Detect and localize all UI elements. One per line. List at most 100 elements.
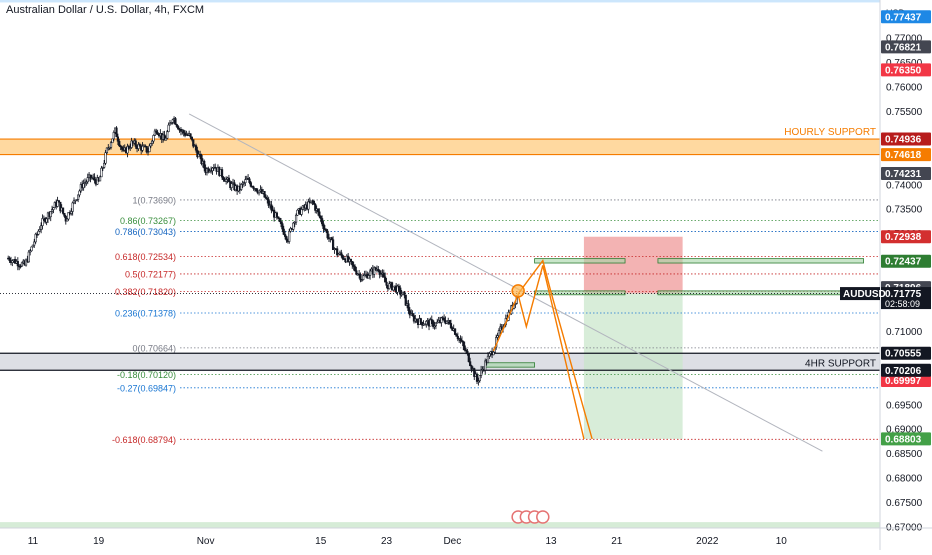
top-blue-zone xyxy=(0,0,880,3)
candle-body xyxy=(312,200,315,205)
candle-body xyxy=(337,253,340,256)
support-label: 4HR SUPPORT xyxy=(805,358,876,369)
fib-level-label: -0.27(0.69847) xyxy=(117,383,176,393)
candle-body xyxy=(145,146,148,153)
candle-body xyxy=(38,229,41,232)
price-axis-label-tag xyxy=(881,254,931,268)
x-tick-label: 15 xyxy=(315,536,327,547)
y-tick-label: 0.68500 xyxy=(886,449,923,460)
candle-body xyxy=(285,236,288,241)
support-price-label: 0.70206 xyxy=(885,366,922,377)
candle-body xyxy=(249,182,252,187)
candle-body xyxy=(284,234,287,237)
candle-body xyxy=(425,321,428,325)
candle-body xyxy=(134,140,137,147)
candle-body xyxy=(353,266,357,272)
candle-body xyxy=(400,293,403,296)
y-tick-label: 0.75500 xyxy=(886,107,923,118)
candle-body xyxy=(432,320,435,327)
symbol-label: AUDUSD xyxy=(843,289,886,300)
candle-body xyxy=(126,146,129,154)
candle-body xyxy=(67,212,70,220)
price-axis-label-tag xyxy=(881,10,931,24)
candle-body xyxy=(462,341,465,347)
candle-body xyxy=(445,321,448,324)
candle-body xyxy=(207,168,210,172)
candle-body xyxy=(37,230,40,235)
chart-title: Australian Dollar / U.S. Dollar, 4h, FXC… xyxy=(6,4,205,16)
candle-body xyxy=(460,340,464,342)
economic-event-icon xyxy=(536,510,550,524)
candle-body xyxy=(29,250,32,253)
candle-body xyxy=(168,122,172,126)
candle-body xyxy=(459,338,462,341)
candle-body xyxy=(367,275,370,279)
candle-body xyxy=(463,345,466,351)
candle-body xyxy=(388,283,391,290)
candle-body xyxy=(289,228,292,232)
order-block xyxy=(484,362,535,368)
risk-zone xyxy=(583,236,683,294)
support-price-label-tag xyxy=(881,363,931,377)
candle-body xyxy=(263,191,266,198)
candle-body xyxy=(151,140,154,144)
candle-body xyxy=(137,144,140,149)
candle-body xyxy=(373,267,376,275)
candle-body xyxy=(453,328,457,335)
price-axis-label: 0.77437 xyxy=(885,12,922,23)
candle-body xyxy=(326,230,329,239)
candle-body xyxy=(108,147,111,149)
price-axis-label-tag xyxy=(881,230,931,244)
candle-body xyxy=(209,170,213,173)
candle-body xyxy=(242,182,246,184)
price-axis-label: 0.76821 xyxy=(885,42,922,53)
price-axis-label: 0.68803 xyxy=(885,434,922,445)
candle-body xyxy=(83,182,87,184)
candle-body xyxy=(27,251,30,263)
candle-body xyxy=(230,183,233,188)
x-tick-label: 21 xyxy=(611,536,623,547)
candle-body xyxy=(171,119,174,123)
fib-level-label: 0.236(0.71378) xyxy=(115,308,176,318)
price-axis-label: 0.76350 xyxy=(885,65,922,76)
candle-body xyxy=(421,321,424,326)
candle-body xyxy=(488,353,491,357)
candle-body xyxy=(423,323,427,326)
candle-body xyxy=(86,177,89,183)
candle-body xyxy=(118,140,121,147)
y-tick-label: 0.77000 xyxy=(886,34,923,45)
candle-body xyxy=(455,334,458,337)
candle-body xyxy=(34,233,37,243)
candle-body xyxy=(408,310,411,316)
candle-body xyxy=(194,145,198,151)
candle-body xyxy=(477,380,480,383)
support-price-label-tag xyxy=(881,148,931,162)
candle-body xyxy=(470,365,473,370)
price-axis-label-tag xyxy=(881,374,931,388)
countdown-label: 02:58:09 xyxy=(885,299,920,309)
candle-body xyxy=(183,132,187,136)
price-axis-label-tag xyxy=(881,63,931,77)
candle-body xyxy=(374,267,377,271)
candle-body xyxy=(248,178,251,183)
candle-body xyxy=(255,188,258,192)
fib-level-label: 0(0.70664) xyxy=(132,343,176,353)
y-tick-label: 0.76000 xyxy=(886,83,923,94)
candle-body xyxy=(57,200,61,203)
candle-body xyxy=(141,145,144,151)
candle-body xyxy=(473,368,476,377)
candle-body xyxy=(307,201,310,210)
candle-body xyxy=(30,246,33,252)
candle-body xyxy=(275,212,278,218)
candle-body xyxy=(396,285,399,293)
price-axis-label: 0.72938 xyxy=(885,232,922,243)
candle-body xyxy=(321,218,324,225)
price-highlight-circle xyxy=(511,284,525,298)
candle-body xyxy=(71,202,74,212)
price-axis-label-tag xyxy=(881,40,931,54)
candle-body xyxy=(119,145,122,148)
candle-body xyxy=(104,152,107,164)
hourly-support-zone xyxy=(0,139,880,155)
